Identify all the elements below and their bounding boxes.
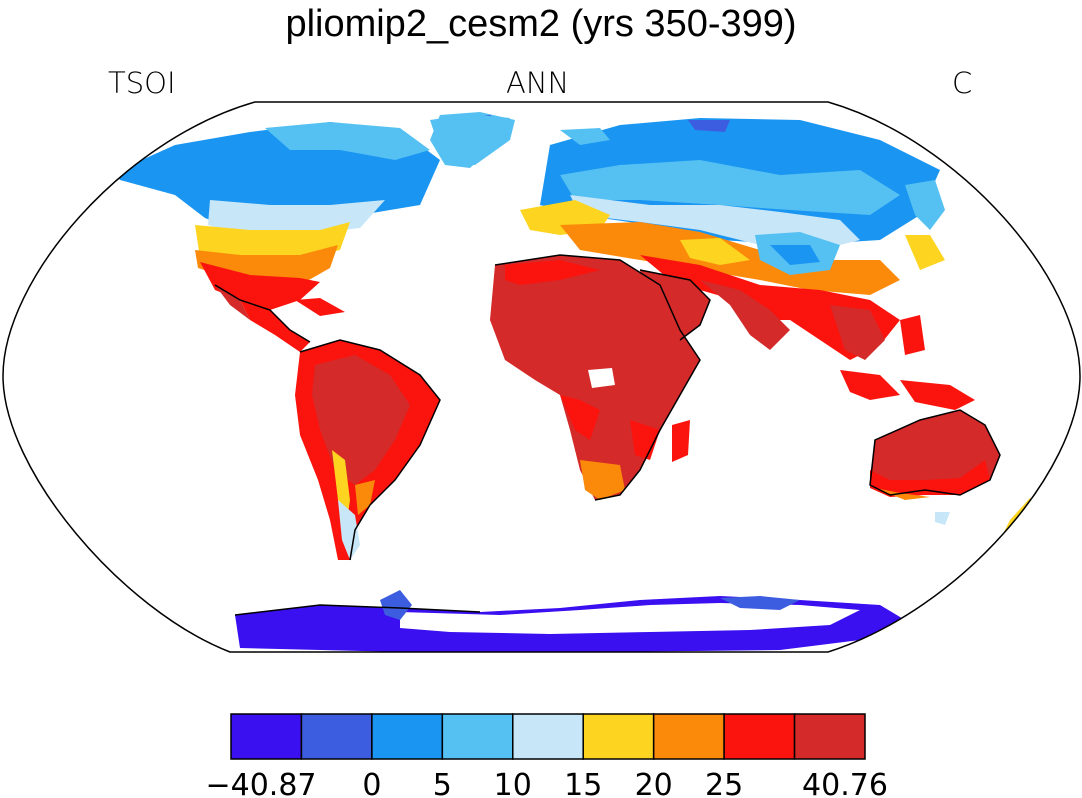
australia bbox=[870, 410, 1000, 525]
colorbar-tick-label: 40.76 bbox=[802, 768, 888, 798]
variable-label: TSOI bbox=[108, 66, 176, 100]
colorbar-box-2 bbox=[371, 713, 444, 760]
colorbar-box-6 bbox=[652, 713, 725, 760]
land-temperature-field bbox=[115, 112, 1040, 652]
south-america bbox=[295, 340, 440, 560]
greenland bbox=[430, 114, 510, 168]
colorbar-box-1 bbox=[300, 713, 373, 760]
colorbar-box-0 bbox=[230, 713, 303, 760]
colorbar-box-5 bbox=[582, 713, 655, 760]
africa bbox=[490, 255, 700, 500]
season-label: ANN bbox=[506, 66, 570, 100]
colorbar-tick-label: 5 bbox=[433, 768, 452, 798]
colorbar-box-7 bbox=[723, 713, 796, 760]
map-title: pliomip2_cesm2 (yrs 350-399) bbox=[285, 3, 797, 45]
units-label: C bbox=[952, 66, 973, 100]
colorbar-tick-label: 15 bbox=[564, 768, 602, 798]
colorbar-tick-label: 10 bbox=[494, 768, 532, 798]
colorbar-box-8 bbox=[793, 713, 866, 760]
caribbean-islands bbox=[295, 298, 345, 316]
colorbar-tick-label: 0 bbox=[362, 768, 381, 798]
colorbar-box-4 bbox=[512, 713, 584, 760]
maritime-southeast-asia bbox=[840, 315, 975, 410]
colorbar-box-3 bbox=[441, 713, 514, 760]
colorbar-tick-label: −40.87 bbox=[205, 768, 316, 798]
map-border bbox=[2, 101, 1081, 653]
colorbar-tick-label: 20 bbox=[635, 768, 673, 798]
eurasia bbox=[520, 118, 945, 360]
colorbar-tick-label: 25 bbox=[705, 768, 743, 798]
antarctica bbox=[235, 590, 905, 652]
coastlines bbox=[214, 254, 1001, 616]
